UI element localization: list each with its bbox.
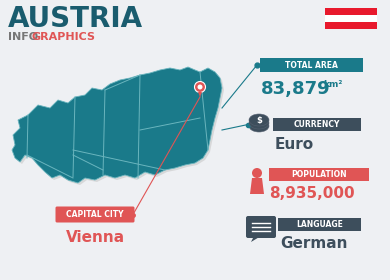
FancyBboxPatch shape (55, 207, 135, 223)
Polygon shape (12, 67, 222, 183)
Circle shape (252, 168, 262, 178)
Text: Vienna: Vienna (66, 230, 124, 245)
Text: 83,879: 83,879 (261, 80, 331, 98)
Polygon shape (250, 178, 264, 194)
Text: CURRENCY: CURRENCY (294, 120, 340, 129)
FancyBboxPatch shape (269, 168, 369, 181)
Circle shape (195, 81, 206, 92)
FancyBboxPatch shape (260, 58, 363, 72)
Ellipse shape (249, 117, 269, 129)
Text: km²: km² (323, 80, 342, 89)
Bar (325, 15, 377, 22)
Text: CAPITAL CITY: CAPITAL CITY (66, 210, 124, 219)
Text: LANGUAGE: LANGUAGE (296, 220, 343, 229)
Text: 8,935,000: 8,935,000 (269, 186, 355, 201)
Text: GRAPHICS: GRAPHICS (32, 32, 96, 42)
Text: POPULATION: POPULATION (291, 170, 347, 179)
Text: Euro: Euro (275, 137, 314, 152)
Text: $: $ (256, 115, 262, 125)
Ellipse shape (249, 120, 269, 132)
Bar (325, 8, 377, 15)
FancyBboxPatch shape (278, 218, 361, 231)
Text: TOTAL AREA: TOTAL AREA (285, 60, 338, 69)
Text: German: German (280, 236, 347, 251)
Polygon shape (251, 236, 261, 242)
Text: INFO: INFO (8, 32, 38, 42)
Text: AUSTRIA: AUSTRIA (8, 5, 143, 33)
Polygon shape (198, 92, 202, 97)
FancyBboxPatch shape (273, 118, 361, 131)
Polygon shape (14, 69, 224, 185)
Ellipse shape (249, 114, 269, 126)
Circle shape (197, 85, 202, 90)
Bar (325, 22, 377, 29)
FancyBboxPatch shape (246, 216, 276, 238)
